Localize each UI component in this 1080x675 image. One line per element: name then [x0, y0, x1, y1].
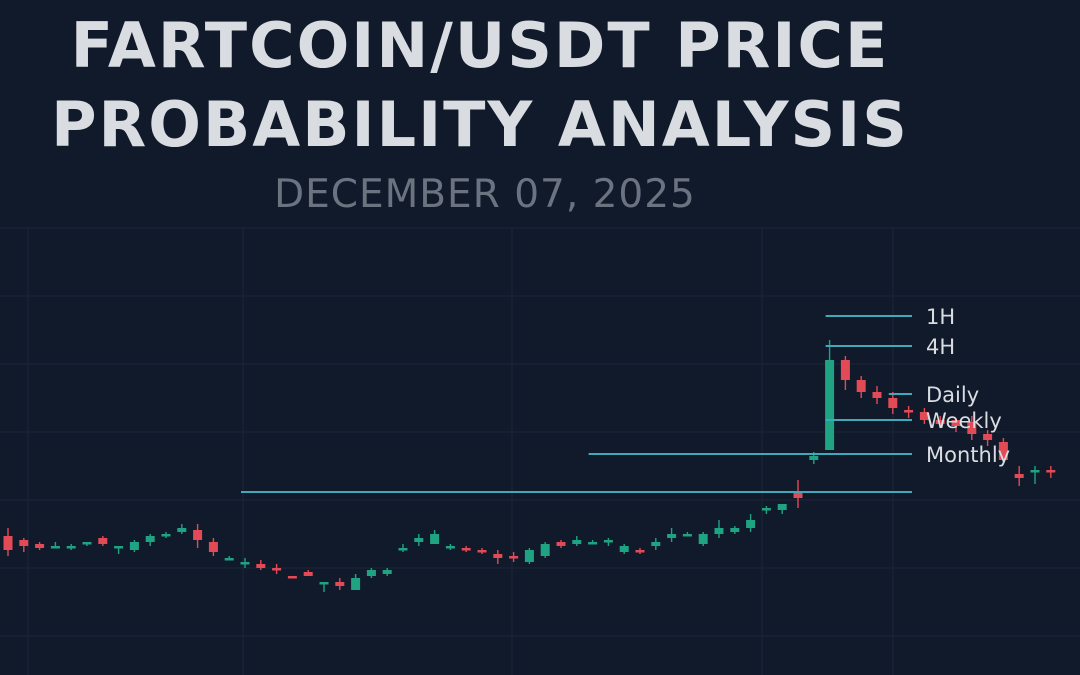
candle-body: [698, 534, 708, 544]
candle-body: [398, 548, 408, 551]
level-label: Weekly: [926, 409, 1002, 433]
candle-body: [983, 434, 993, 440]
candle-body: [761, 508, 771, 511]
candle-body: [856, 380, 866, 392]
candle-body: [998, 442, 1008, 460]
candle-body: [161, 534, 171, 537]
candle-body: [98, 538, 108, 544]
candle-body: [904, 410, 914, 413]
candle-body: [1046, 470, 1056, 473]
candle-body: [287, 576, 297, 579]
candle-body: [335, 582, 345, 586]
title-line-2: PROBABILITY ANALYSIS: [51, 88, 909, 161]
candle-body: [556, 542, 566, 546]
candle-body: [682, 534, 692, 537]
candle-body: [635, 550, 645, 553]
level-label: 4H: [926, 335, 955, 359]
candle-body: [208, 542, 218, 552]
candle-body: [272, 568, 282, 571]
candle-body: [714, 528, 724, 534]
candle-body: [145, 536, 155, 542]
candle-body: [667, 534, 677, 538]
title-line-1: FARTCOIN/USDT PRICE: [70, 9, 890, 82]
candle-body: [477, 550, 487, 553]
candle-body: [224, 558, 234, 561]
candle-body: [872, 392, 882, 398]
candle-body: [430, 534, 440, 544]
candle-body: [825, 360, 835, 450]
candle-body: [588, 542, 598, 545]
candle-body: [129, 542, 139, 550]
candle-body: [82, 542, 92, 545]
candle-body: [651, 542, 661, 546]
candle-body: [35, 544, 45, 548]
candle-body: [114, 546, 124, 549]
candle-body: [967, 422, 977, 434]
candle-body: [382, 570, 392, 574]
candle-body: [493, 554, 503, 558]
candle-body: [540, 544, 550, 556]
candle-body: [524, 550, 534, 562]
candle-body: [303, 572, 313, 576]
candle-body: [461, 548, 471, 551]
level-label: Daily: [926, 383, 979, 407]
candle-body: [619, 546, 629, 552]
candle-body: [603, 540, 613, 543]
candle-body: [809, 456, 819, 460]
candle-body: [50, 546, 60, 549]
candle-body: [840, 360, 850, 380]
candle-body: [256, 564, 266, 568]
candle-body: [951, 420, 961, 426]
candle-body: [240, 562, 250, 565]
level-label: 1H: [926, 305, 955, 329]
candle-body: [193, 530, 203, 540]
candle-body: [746, 520, 756, 528]
candle-body: [19, 540, 29, 546]
candle-body: [509, 556, 519, 559]
candle-body: [177, 528, 187, 532]
level-label: Monthly: [926, 443, 1010, 467]
candle-body: [366, 570, 376, 576]
candle-body: [730, 528, 740, 532]
candle-body: [1030, 470, 1040, 473]
candle-body: [3, 536, 13, 550]
candle-body: [777, 504, 787, 510]
candle-body: [319, 582, 329, 585]
candle-body: [572, 540, 582, 544]
candle-body: [414, 538, 424, 542]
candle-body: [888, 398, 898, 408]
candle-body: [935, 420, 945, 424]
date-subtitle: DECEMBER 07, 2025: [274, 172, 696, 217]
candle-body: [66, 546, 76, 549]
candle-body: [351, 578, 361, 590]
candle-body: [1014, 474, 1024, 478]
candle-body: [793, 492, 803, 498]
candle-body: [919, 412, 929, 420]
candle-body: [445, 546, 455, 549]
